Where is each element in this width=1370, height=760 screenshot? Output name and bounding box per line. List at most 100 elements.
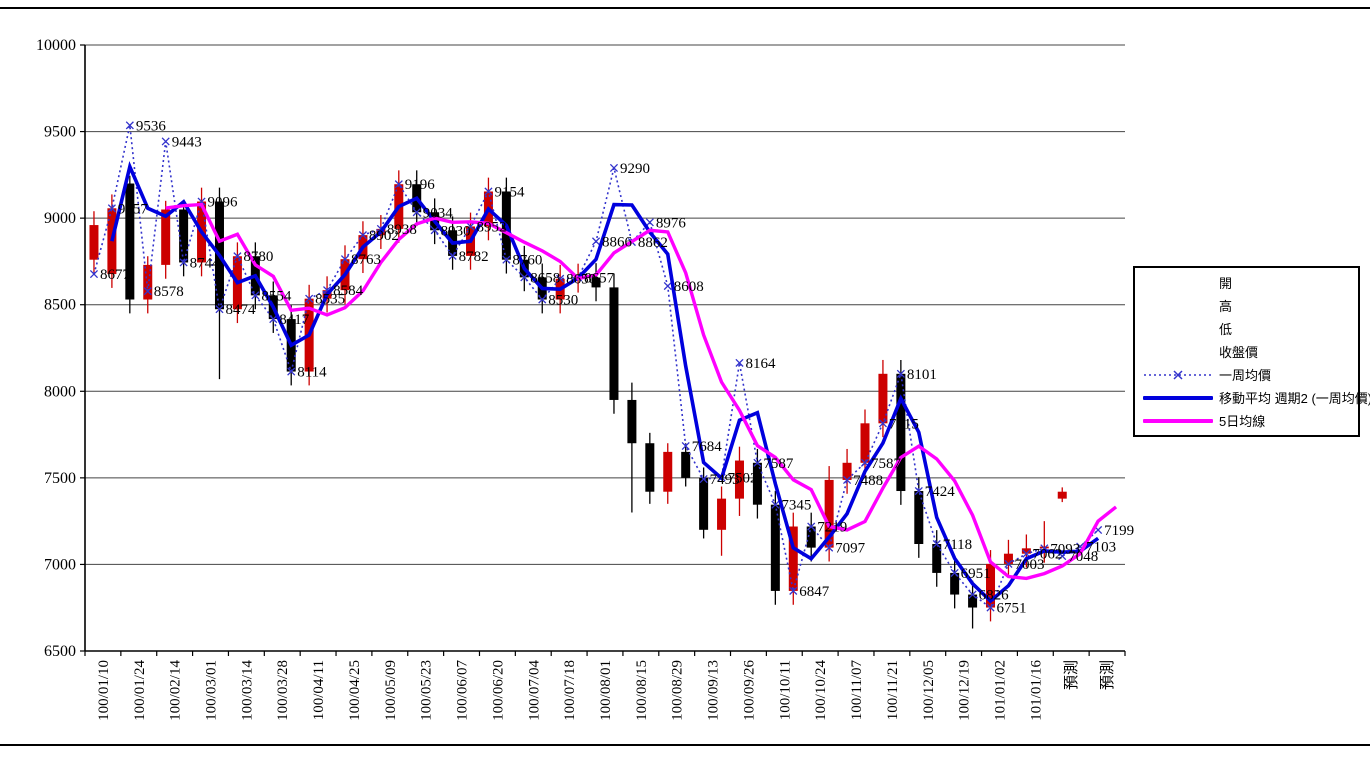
chart-legend[interactable]: 開 高 低 收盤價 一周均價 移動平均 週期2 (一周均價) bbox=[1133, 266, 1370, 437]
dashed-x-line-icon bbox=[1143, 369, 1213, 381]
data-label: 7199 bbox=[1104, 523, 1134, 539]
y-axis-label: 8000 bbox=[44, 383, 76, 400]
x-marker bbox=[986, 603, 995, 612]
data-label: 8862 bbox=[638, 235, 668, 251]
data-label: 7097 bbox=[835, 541, 866, 557]
candle-body bbox=[627, 399, 637, 444]
data-label: 6751 bbox=[997, 601, 1027, 617]
legend-label: 高 bbox=[1219, 299, 1233, 314]
x-axis-label: 100/01/10 bbox=[96, 660, 112, 721]
data-label: 7493 bbox=[710, 472, 740, 488]
x-marker bbox=[950, 568, 959, 577]
data-label: 7587 bbox=[763, 456, 794, 472]
x-marker bbox=[305, 294, 314, 303]
data-label: 8474 bbox=[225, 302, 256, 318]
x-marker bbox=[914, 486, 923, 496]
data-label: 9290 bbox=[620, 161, 650, 177]
candle-body bbox=[699, 477, 709, 530]
data-label: 9536 bbox=[136, 118, 167, 134]
x-axis-label: 預測 bbox=[1063, 660, 1080, 690]
legend-label: 收盤價 bbox=[1219, 345, 1259, 360]
x-marker bbox=[484, 187, 493, 196]
candle-body bbox=[1021, 548, 1031, 554]
ma2-line bbox=[110, 161, 1100, 604]
data-label: 6847 bbox=[799, 584, 830, 600]
data-label: 8535 bbox=[315, 292, 345, 308]
x-marker bbox=[448, 251, 457, 260]
candle-body bbox=[770, 504, 780, 591]
ma5-line bbox=[165, 202, 1118, 581]
x-marker bbox=[161, 137, 170, 146]
y-axis-label: 10000 bbox=[36, 37, 76, 54]
x-marker bbox=[466, 222, 475, 231]
x-axis-label: 100/04/11 bbox=[311, 660, 327, 720]
x-marker bbox=[645, 218, 654, 227]
x-marker bbox=[107, 204, 116, 213]
x-marker bbox=[125, 121, 134, 130]
x-marker bbox=[538, 295, 547, 304]
data-label: 8902 bbox=[369, 228, 399, 244]
x-marker bbox=[358, 231, 367, 240]
candle-body bbox=[734, 460, 744, 499]
x-marker bbox=[215, 305, 224, 314]
x-axis-label: 100/07/18 bbox=[562, 660, 578, 721]
data-label: 8744 bbox=[190, 255, 221, 271]
x-marker bbox=[825, 543, 834, 552]
data-label: 8530 bbox=[548, 293, 578, 309]
x-marker bbox=[251, 291, 260, 300]
data-label: 8930 bbox=[441, 223, 471, 239]
data-label: 8657 bbox=[584, 271, 615, 287]
legend-item-high: 高 bbox=[1135, 295, 1358, 317]
data-label: 7103 bbox=[1086, 540, 1116, 556]
x-marker bbox=[143, 287, 152, 296]
weekly-avg-line bbox=[93, 125, 1099, 609]
x-axis-label: 100/06/20 bbox=[490, 660, 506, 721]
y-axis-label: 6500 bbox=[44, 643, 76, 660]
x-axis-label: 100/12/05 bbox=[921, 660, 937, 721]
legend-label: 低 bbox=[1219, 322, 1233, 337]
candle-body bbox=[878, 373, 888, 424]
x-axis-label: 100/10/24 bbox=[813, 660, 829, 721]
data-label: 8658 bbox=[530, 270, 560, 286]
candle-body bbox=[788, 526, 798, 591]
data-label: 8760 bbox=[512, 253, 542, 269]
legend-label: 開 bbox=[1219, 276, 1233, 291]
data-label: 8114 bbox=[297, 365, 327, 381]
y-axis-label: 7000 bbox=[44, 556, 76, 573]
data-label: 8101 bbox=[907, 367, 937, 383]
x-axis-label: 100/03/28 bbox=[275, 660, 291, 721]
x-marker bbox=[89, 270, 99, 279]
data-label: 7003 bbox=[1014, 557, 1044, 573]
x-axis-label: 100/03/14 bbox=[239, 660, 255, 721]
data-label: 7502 bbox=[728, 471, 758, 487]
data-label: 8578 bbox=[154, 284, 184, 300]
x-marker bbox=[430, 226, 439, 235]
data-label: 8938 bbox=[387, 222, 417, 238]
data-label: 7062 bbox=[1032, 547, 1062, 563]
x-marker bbox=[932, 539, 941, 549]
candle-body bbox=[717, 498, 727, 530]
legend-label: 移動平均 週期2 (一周均價) bbox=[1219, 391, 1370, 406]
x-axis-label: 預測 bbox=[1099, 660, 1116, 690]
data-label: 8976 bbox=[656, 215, 687, 231]
data-label: 7488 bbox=[853, 473, 883, 489]
candle-body bbox=[860, 423, 870, 463]
x-axis-label: 100/01/24 bbox=[132, 660, 148, 721]
legend-item-ma2: 移動平均 週期2 (一周均價) bbox=[1135, 387, 1370, 409]
legend-item-low: 低 bbox=[1135, 318, 1358, 340]
x-marker bbox=[699, 475, 708, 484]
candle-body bbox=[824, 479, 834, 548]
candle-body bbox=[968, 594, 978, 608]
x-marker bbox=[663, 281, 672, 291]
x-axis-label: 100/11/07 bbox=[849, 660, 865, 721]
candle-body bbox=[986, 563, 996, 608]
candle-body bbox=[125, 183, 135, 300]
legend-item-ma5: 5日均線 bbox=[1135, 410, 1358, 432]
x-marker bbox=[968, 590, 977, 599]
x-axis-label: 100/11/21 bbox=[885, 660, 901, 720]
data-label: 7118 bbox=[943, 537, 972, 553]
x-marker bbox=[591, 237, 601, 246]
data-label: 7684 bbox=[692, 439, 723, 455]
legend-label: 一周均價 bbox=[1219, 368, 1272, 383]
